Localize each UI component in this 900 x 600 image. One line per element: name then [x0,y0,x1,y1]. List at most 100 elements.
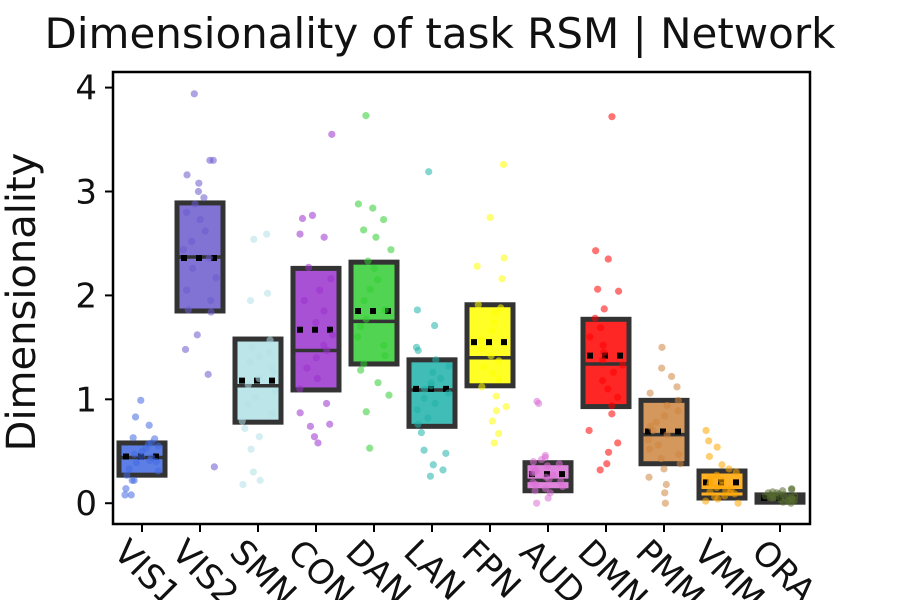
data-point [490,318,498,327]
data-point [478,383,486,391]
data-point [374,379,382,387]
data-point [413,406,421,414]
data-point [249,468,257,476]
box-group-vis2 [174,90,226,471]
data-point [137,396,145,404]
data-point [788,485,796,493]
data-point [599,356,607,364]
data-point [604,448,613,456]
data-point [442,449,450,457]
data-point [494,430,503,438]
data-point [608,410,616,418]
data-point [360,296,368,305]
data-point [705,437,713,445]
data-point [380,215,388,224]
data-point [779,487,787,495]
data-point [445,389,453,397]
data-point [644,436,652,444]
data-point [495,357,503,365]
data-point [543,462,551,470]
data-point [265,348,274,357]
data-point [557,477,565,485]
data-point [239,480,247,489]
data-point [316,286,324,294]
data-point [303,364,311,372]
plot-frame [111,70,812,526]
data-point [673,383,681,391]
data-point [255,433,263,441]
data-point [646,389,654,397]
y-tick-label: 1 [75,380,97,420]
data-point [414,420,422,428]
data-point [487,352,495,360]
data-point [320,307,328,315]
data-point [718,476,726,484]
data-point [732,468,740,476]
data-point [711,493,719,501]
data-point [490,439,498,447]
data-point [494,375,502,384]
data-point [529,464,537,472]
data-point [194,187,203,196]
data-point [492,407,500,415]
data-point [300,296,308,305]
data-point [374,276,382,284]
data-point [179,246,187,254]
data-point [207,308,215,316]
data-point [618,361,627,369]
data-point [360,360,368,368]
data-point [663,401,671,410]
data-point [488,417,496,425]
data-point [604,385,612,393]
data-point [674,407,682,415]
data-point [183,171,191,179]
data-point [675,450,683,458]
data-point [600,305,608,313]
data-point [541,485,550,493]
data-point [370,264,378,272]
data-point [151,435,159,443]
data-point [121,491,129,499]
data-point [131,413,140,421]
data-point [129,434,137,442]
data-point [201,227,209,235]
data-point [154,467,162,475]
y-axis: 0 1 2 3 4 [75,69,113,524]
data-point [658,343,666,351]
data-point [705,452,714,461]
data-point [255,374,263,383]
data-point [380,341,388,349]
data-point [328,130,336,138]
data-point [492,392,500,400]
data-point [125,465,133,473]
plot-area [116,90,806,507]
data-point [305,263,313,271]
data-point [189,264,197,272]
data-point [181,345,190,354]
data-point [193,331,201,339]
data-point [658,364,666,372]
data-point [499,160,508,169]
data-point [727,485,735,493]
data-point [437,374,445,383]
data-point [713,443,721,451]
data-point [424,414,432,422]
data-point [308,211,317,219]
data-point [204,370,212,378]
data-point [354,200,362,208]
data-point [702,426,710,435]
data-point [598,377,607,385]
data-point [250,235,258,243]
x-tick-label: FPN [454,532,529,600]
data-point [425,168,433,176]
data-point [654,441,662,449]
data-point [313,374,322,383]
box-group-aud [522,397,574,507]
data-point [387,246,395,254]
data-point [263,289,272,297]
data-point [497,304,505,312]
data-point [429,368,437,376]
data-point [244,400,252,409]
data-point [191,200,199,208]
data-point [256,476,264,484]
